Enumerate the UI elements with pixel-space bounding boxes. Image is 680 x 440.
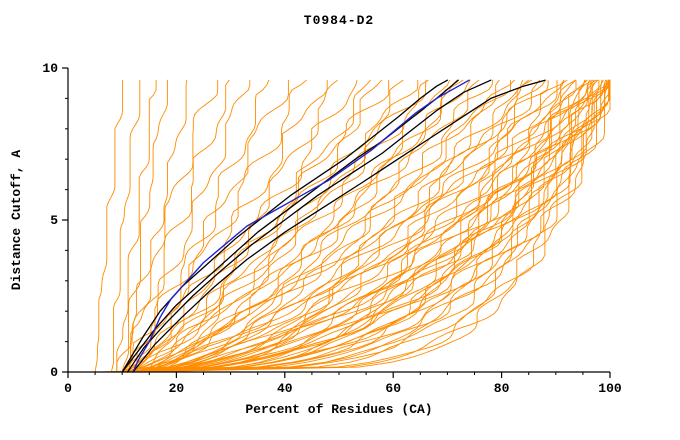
- prediction-curve: [127, 79, 592, 373]
- prediction-curve: [132, 79, 611, 373]
- prediction-curve: [138, 79, 607, 373]
- prediction-curve: [132, 79, 607, 373]
- prediction-curve: [138, 79, 558, 373]
- prediction-curve: [100, 79, 595, 373]
- prediction-curve: [132, 79, 480, 373]
- prediction-curve: [127, 79, 609, 373]
- prediction-curve: [132, 79, 270, 373]
- blue-model: [132, 79, 470, 373]
- prediction-curve: [127, 79, 429, 373]
- prediction-curve: [121, 79, 500, 373]
- prediction-curve: [138, 79, 494, 373]
- black-model-2: [126, 79, 492, 373]
- prediction-curve: [116, 79, 219, 373]
- y-tick-label: 0: [50, 365, 58, 380]
- tick-labels: 0 20 40 60 80 100 0 5 10: [42, 61, 622, 396]
- prediction-curve: [127, 79, 610, 373]
- y-axis-label: Distance Cutoff, A: [9, 150, 24, 291]
- prediction-curve: [132, 79, 338, 373]
- black-model-4: [121, 79, 459, 373]
- prediction-curve: [138, 79, 404, 373]
- prediction-curve: [121, 79, 307, 373]
- prediction-curve: [121, 79, 289, 373]
- prediction-curve: [148, 79, 533, 373]
- prediction-curve: [110, 79, 610, 373]
- prediction-curve: [138, 79, 458, 373]
- black-model-1: [121, 79, 449, 373]
- black-model-3: [132, 79, 546, 373]
- prediction-curve: [116, 79, 157, 373]
- highlight-line: [132, 79, 470, 373]
- prediction-curve: [148, 79, 590, 373]
- prediction-curve: [121, 79, 168, 373]
- prediction-curve: [154, 79, 464, 373]
- prediction-curve: [127, 79, 541, 373]
- prediction-curve: [127, 79, 328, 373]
- prediction-curve: [159, 79, 586, 373]
- x-tick-label: 60: [385, 381, 401, 396]
- y-tick-label: 10: [42, 61, 58, 76]
- prediction-curve: [121, 79, 419, 373]
- prediction-curve: [138, 79, 611, 373]
- prediction-curve: [143, 79, 383, 373]
- prediction-curve: [154, 79, 565, 373]
- x-tick-label: 80: [494, 381, 510, 396]
- prediction-curve: [138, 79, 529, 373]
- prediction-curve: [127, 79, 603, 373]
- prediction-curve: [143, 79, 577, 373]
- x-tick-label: 20: [169, 381, 185, 396]
- prediction-curve: [121, 79, 230, 373]
- x-tick-label: 100: [598, 381, 622, 396]
- prediction-curve: [148, 79, 565, 373]
- x-axis-label: Percent of Residues (CA): [245, 402, 432, 417]
- prediction-curve: [143, 79, 512, 373]
- prediction-curve: [132, 79, 451, 373]
- y-tick-label: 5: [50, 213, 58, 228]
- prediction-curve: [94, 79, 124, 373]
- prediction-curve: [121, 79, 597, 373]
- reference-lines: [121, 79, 546, 373]
- x-tick-label: 40: [277, 381, 293, 396]
- prediction-curve: [121, 79, 588, 373]
- prediction-curve: [148, 79, 427, 373]
- prediction-curve: [127, 79, 515, 373]
- axes: [62, 67, 611, 378]
- prediction-curve: [132, 79, 524, 373]
- x-tick-label: 0: [64, 381, 72, 396]
- prediction-curve: [121, 79, 604, 373]
- prediction-curve: [138, 79, 586, 373]
- prediction-curve: [154, 79, 599, 373]
- prediction-curve: [127, 79, 372, 373]
- prediction-curve: [127, 79, 471, 373]
- prediction-curve: [110, 79, 141, 373]
- chart-title: T0984-D2: [304, 13, 374, 28]
- prediction-curve: [116, 79, 610, 373]
- prediction-curve: [143, 79, 549, 373]
- prediction-curve: [127, 79, 251, 373]
- ensemble-lines: [94, 79, 611, 373]
- prediction-curve: [121, 79, 611, 373]
